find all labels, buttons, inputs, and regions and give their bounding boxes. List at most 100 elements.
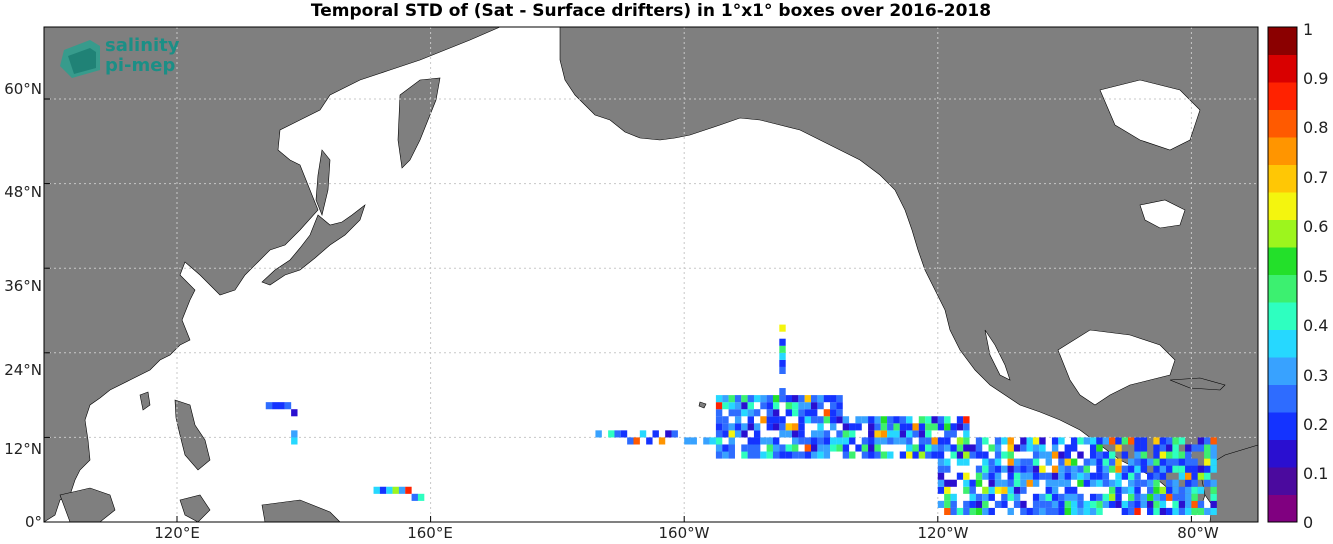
- std-cell: [1108, 486, 1116, 494]
- std-cell: [855, 416, 862, 424]
- std-cell: [1210, 465, 1217, 473]
- std-cell: [1178, 507, 1186, 515]
- std-cell: [944, 423, 951, 431]
- std-cell: [1185, 486, 1192, 494]
- std-cell: [982, 437, 989, 445]
- colorbar-label-0: 0: [1303, 513, 1314, 532]
- std-cell: [918, 451, 926, 459]
- std-cell: [1159, 500, 1167, 508]
- std-cell: [753, 451, 761, 459]
- std-cell: [741, 402, 748, 410]
- lat-label-12n: 12°N: [4, 440, 42, 458]
- std-cell: [734, 416, 742, 424]
- std-cell: [1039, 451, 1046, 459]
- std-cell: [1185, 458, 1192, 466]
- std-cell: [1210, 486, 1217, 494]
- std-cell: [975, 500, 983, 508]
- std-cell: [1026, 507, 1033, 515]
- std-cell: [817, 416, 824, 424]
- std-cell: [1140, 444, 1148, 452]
- std-cell: [1172, 451, 1179, 459]
- std-cell: [1064, 458, 1071, 466]
- std-cell: [1020, 458, 1027, 466]
- std-cell: [1185, 500, 1192, 508]
- std-cell: [1178, 500, 1186, 508]
- std-cell: [1077, 465, 1084, 473]
- std-cell: [1001, 451, 1008, 459]
- std-cell: [1210, 444, 1217, 452]
- std-cell: [1058, 465, 1065, 473]
- std-cell: [766, 402, 774, 410]
- colorbar-label-0.4: 0.4: [1303, 316, 1329, 335]
- std-cell: [1051, 493, 1059, 501]
- colorbar-label-0.7: 0.7: [1303, 168, 1329, 187]
- std-cell: [1128, 437, 1135, 445]
- std-cell: [1191, 486, 1198, 494]
- std-cell: [963, 486, 970, 494]
- std-cell: [1166, 493, 1173, 501]
- std-cell: [779, 451, 786, 459]
- colorbar-label-0.8: 0.8: [1303, 118, 1329, 137]
- std-cell: [817, 402, 824, 410]
- std-cell: [969, 500, 976, 508]
- std-cell: [747, 423, 754, 431]
- logo-line2: pi-mep: [105, 55, 176, 76]
- std-cell: [969, 493, 976, 501]
- std-cell: [1096, 458, 1103, 466]
- std-cell: [982, 465, 989, 473]
- std-cell: [760, 451, 767, 459]
- std-cell: [1140, 458, 1148, 466]
- std-cell: [1134, 500, 1141, 508]
- std-cell: [1077, 479, 1084, 487]
- std-cell: [1204, 437, 1211, 445]
- lon-label-160e: 160°E: [407, 524, 453, 542]
- std-cell: [969, 444, 976, 452]
- std-cell: [975, 479, 983, 487]
- std-cell: [950, 451, 957, 459]
- std-cell: [963, 507, 970, 515]
- std-cell: [842, 430, 850, 438]
- std-cell: [950, 444, 957, 452]
- std-cell: [766, 437, 774, 445]
- std-cell: [1159, 444, 1167, 452]
- std-cell: [887, 416, 894, 424]
- std-cell: [779, 388, 786, 396]
- std-cell: [1045, 458, 1052, 466]
- colorbar-label-0.9: 0.9: [1303, 69, 1329, 88]
- std-cell: [887, 430, 894, 438]
- std-cell: [994, 451, 1002, 459]
- std-cell: [766, 451, 774, 459]
- std-cell: [291, 437, 298, 445]
- std-cell: [1102, 493, 1110, 501]
- std-cell: [975, 472, 983, 480]
- std-cell: [405, 486, 412, 494]
- std-cell: [1108, 493, 1116, 501]
- std-cell: [785, 451, 793, 459]
- std-cell: [982, 493, 989, 501]
- std-cell: [963, 451, 970, 459]
- std-cell: [830, 402, 837, 410]
- std-cell: [392, 486, 399, 494]
- colorbar-segment: [1268, 247, 1297, 275]
- std-cell: [1210, 437, 1217, 445]
- std-cell: [1032, 472, 1040, 480]
- std-cell: [1210, 479, 1217, 487]
- std-cell: [1070, 486, 1078, 494]
- std-cell: [1007, 472, 1014, 480]
- std-cell: [779, 366, 786, 374]
- std-cell: [1020, 444, 1027, 452]
- std-cell: [722, 451, 729, 459]
- std-cell: [1096, 500, 1103, 508]
- std-cell: [893, 430, 900, 438]
- land-layer: [43, 26, 1259, 523]
- std-cell: [937, 465, 945, 473]
- std-cell: [950, 500, 957, 508]
- std-cell: [849, 437, 856, 445]
- std-cell: [715, 416, 723, 424]
- std-cell: [1083, 472, 1091, 480]
- std-cell: [734, 402, 742, 410]
- std-cell: [608, 430, 615, 438]
- std-cell: [836, 437, 843, 445]
- std-cell: [791, 444, 799, 452]
- colorbar-label-0.3: 0.3: [1303, 366, 1329, 385]
